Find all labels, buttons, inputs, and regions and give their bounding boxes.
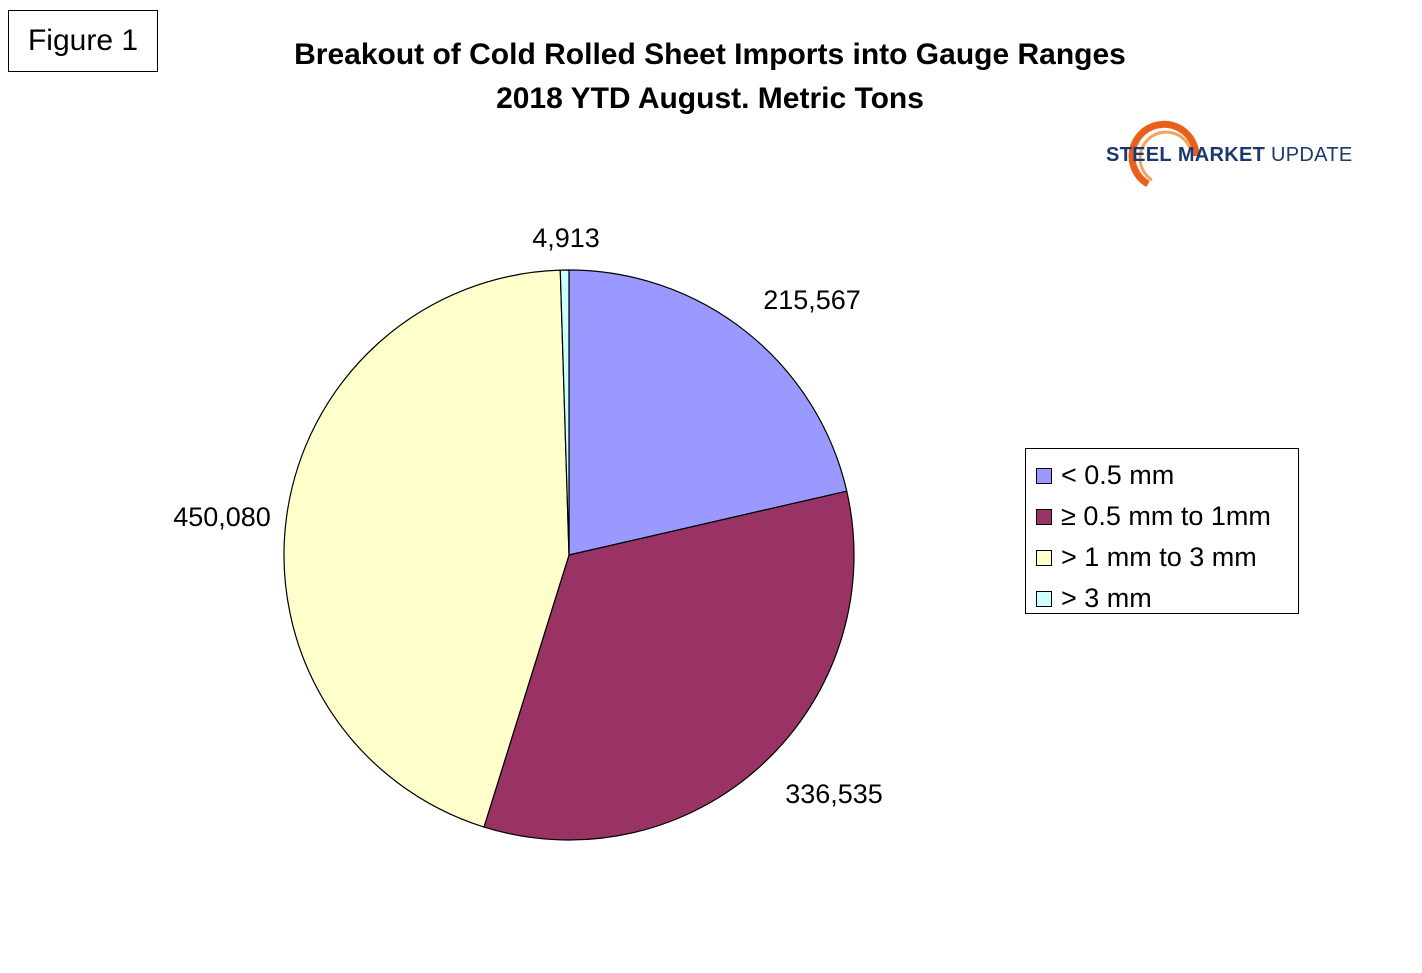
legend-label: ≥ 0.5 mm to 1mm (1061, 501, 1271, 531)
legend-item: ≥ 0.5 mm to 1mm (1026, 496, 1298, 537)
logo-swoosh-icon (1128, 120, 1200, 188)
logo-text: STEEL MARKET UPDATE (1106, 144, 1352, 167)
logo-word-market: MARKET (1177, 144, 1266, 166)
legend-item: > 1 mm to 3 mm (1026, 537, 1298, 578)
pie-data-label: 450,080 (173, 502, 271, 532)
logo-word-update: UPDATE (1271, 144, 1353, 166)
pie-slice (483, 490, 855, 841)
pie-data-label: 215,567 (763, 285, 861, 315)
pie-slice (559, 269, 570, 556)
legend-swatch (1036, 467, 1052, 484)
pie-slice (283, 269, 570, 828)
pie-data-label: 4,913 (532, 223, 600, 253)
chart-title: Breakout of Cold Rolled Sheet Imports in… (294, 38, 1126, 71)
legend-item: < 0.5 mm (1026, 455, 1298, 496)
legend-label: > 3 mm (1061, 583, 1152, 613)
pie-slice (568, 269, 848, 556)
legend-label: < 0.5 mm (1061, 460, 1175, 490)
legend-swatch (1036, 590, 1052, 607)
chart-legend: < 0.5 mm ≥ 0.5 mm to 1mm > 1 mm to 3 mm … (1025, 448, 1299, 614)
legend-swatch (1036, 508, 1052, 525)
pie-data-label: 336,535 (785, 779, 883, 809)
figure-label: Figure 1 (8, 10, 158, 72)
chart-subtitle: 2018 YTD August. Metric Tons (496, 82, 924, 115)
legend-item: > 3 mm (1026, 578, 1298, 619)
steel-market-update-logo (1128, 120, 1200, 188)
logo-word-steel: STEEL (1106, 144, 1172, 166)
legend-label: > 1 mm to 3 mm (1061, 542, 1257, 572)
legend-swatch (1036, 549, 1052, 566)
